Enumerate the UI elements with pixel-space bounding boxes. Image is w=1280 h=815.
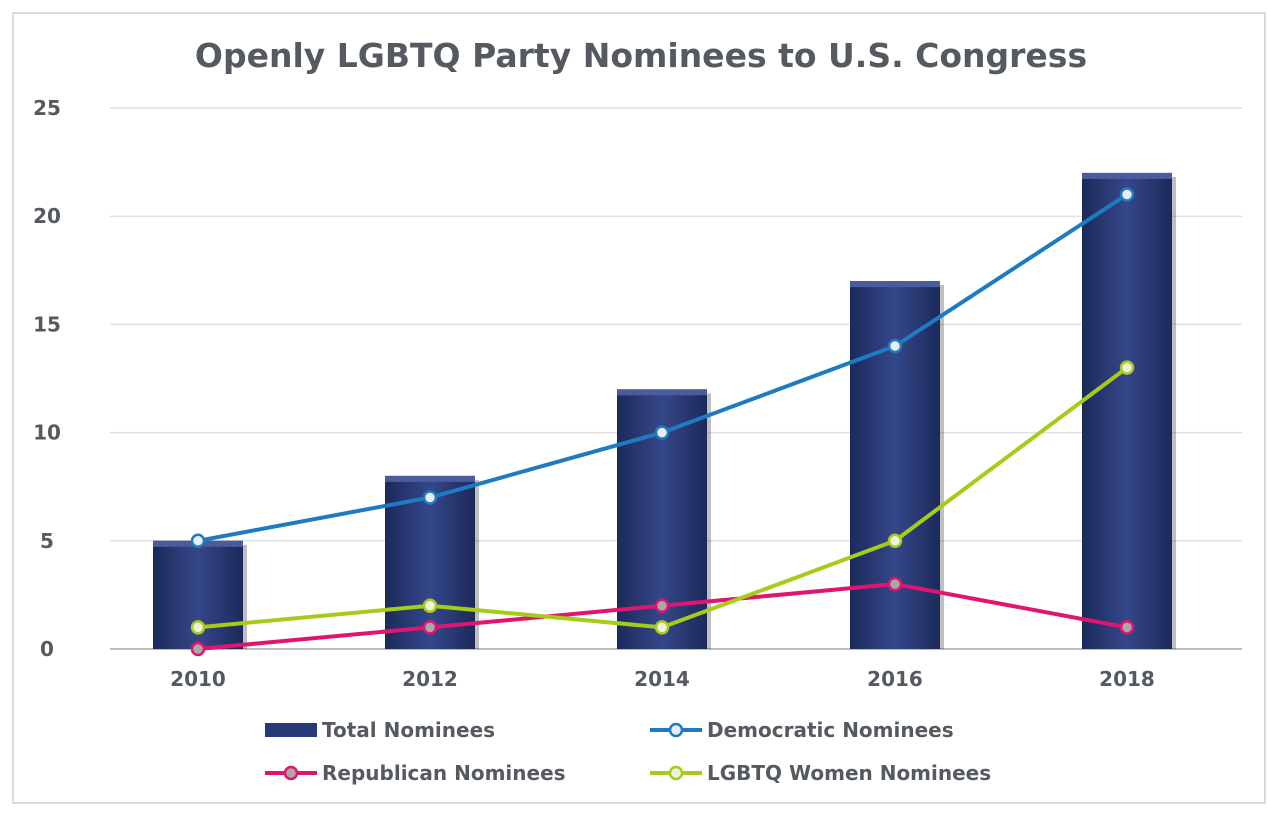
x-tick-label: 2018 [1099, 667, 1155, 691]
legend-label: Democratic Nominees [707, 718, 954, 742]
bar-top-bevel [617, 389, 707, 396]
x-tick-label: 2012 [402, 667, 458, 691]
chart-title: Openly LGBTQ Party Nominees to U.S. Cong… [195, 36, 1087, 75]
legend-label: LGBTQ Women Nominees [707, 761, 991, 785]
point-republican-nominees [887, 576, 903, 592]
legend-swatch-bar [265, 723, 317, 737]
point-democratic-nominees [190, 533, 206, 549]
bar-top-bevel [1082, 172, 1172, 179]
legend-swatch-marker [668, 722, 684, 738]
point-lgbtq-women-nominees [190, 620, 206, 635]
legend-swatch-marker [283, 765, 299, 781]
y-tick-label: 20 [33, 204, 61, 228]
point-republican-nominees [422, 620, 438, 635]
point-republican-nominees [190, 641, 206, 657]
y-tick-label: 5 [40, 529, 54, 553]
point-democratic-nominees [422, 490, 438, 505]
point-lgbtq-women-nominees [654, 620, 670, 635]
x-tick-label: 2016 [867, 667, 923, 691]
bar-total-nominees [1082, 172, 1172, 650]
legend-label: Republican Nominees [322, 761, 566, 785]
legend-swatch-marker [668, 765, 684, 781]
chart-frame [12, 12, 1266, 804]
y-tick-label: 0 [40, 637, 54, 661]
y-tick-label: 15 [33, 312, 61, 336]
y-tick-label: 25 [33, 96, 61, 120]
bar-top-bevel [850, 281, 940, 288]
point-republican-nominees [654, 598, 670, 613]
legend-label: Total Nominees [322, 718, 495, 742]
point-democratic-nominees [654, 425, 670, 440]
point-lgbtq-women-nominees [1119, 360, 1135, 375]
bar-total-nominees [850, 281, 940, 649]
point-republican-nominees [1119, 620, 1135, 635]
x-tick-label: 2014 [634, 667, 690, 691]
bar-top-bevel [385, 475, 475, 482]
point-lgbtq-women-nominees [422, 598, 438, 613]
x-tick-label: 2010 [170, 667, 226, 691]
point-democratic-nominees [1119, 187, 1135, 202]
point-democratic-nominees [887, 338, 903, 354]
y-tick-label: 10 [33, 421, 61, 445]
point-lgbtq-women-nominees [887, 533, 903, 549]
